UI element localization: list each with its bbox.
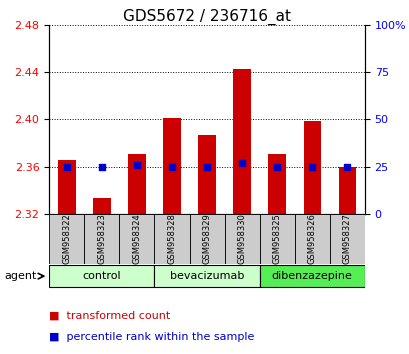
Point	[343, 164, 350, 170]
Text: dibenzazepine: dibenzazepine	[271, 271, 352, 281]
Bar	[49, 214, 84, 264]
Bar	[84, 214, 119, 264]
Bar	[154, 265, 259, 287]
Text: agent: agent	[4, 271, 36, 281]
Bar	[93, 198, 110, 214]
Text: ■  percentile rank within the sample: ■ percentile rank within the sample	[49, 332, 254, 342]
Point	[308, 164, 315, 170]
Text: bevacizumab: bevacizumab	[169, 271, 244, 281]
Bar	[163, 118, 180, 214]
Bar	[338, 167, 355, 214]
Title: GDS5672 / 236716_at: GDS5672 / 236716_at	[123, 8, 290, 25]
Bar	[329, 214, 364, 264]
Point	[238, 160, 245, 166]
Bar	[49, 265, 154, 287]
Bar	[128, 154, 145, 214]
Text: GSM958324: GSM958324	[132, 213, 141, 264]
Point	[98, 164, 105, 170]
Text: ■  transformed count: ■ transformed count	[49, 310, 170, 320]
Point	[203, 164, 210, 170]
Text: control: control	[82, 271, 121, 281]
Bar	[198, 135, 215, 214]
Bar	[259, 214, 294, 264]
Point	[63, 164, 70, 170]
Bar	[154, 214, 189, 264]
Text: GSM958330: GSM958330	[237, 213, 246, 264]
Bar	[294, 214, 329, 264]
Bar	[119, 214, 154, 264]
Bar	[233, 69, 250, 214]
Bar	[303, 121, 320, 214]
Bar	[189, 214, 224, 264]
Bar	[268, 154, 285, 214]
Point	[133, 162, 140, 168]
Text: GSM958325: GSM958325	[272, 213, 281, 264]
Text: GSM958323: GSM958323	[97, 213, 106, 264]
Text: GSM958326: GSM958326	[307, 213, 316, 264]
Bar	[224, 214, 259, 264]
Text: GSM958327: GSM958327	[342, 213, 351, 264]
Bar	[58, 160, 75, 214]
Point	[273, 164, 280, 170]
Text: GSM958328: GSM958328	[167, 213, 176, 264]
Text: GSM958329: GSM958329	[202, 213, 211, 264]
Point	[168, 164, 175, 170]
Text: GSM958322: GSM958322	[62, 213, 71, 264]
Bar	[259, 265, 364, 287]
